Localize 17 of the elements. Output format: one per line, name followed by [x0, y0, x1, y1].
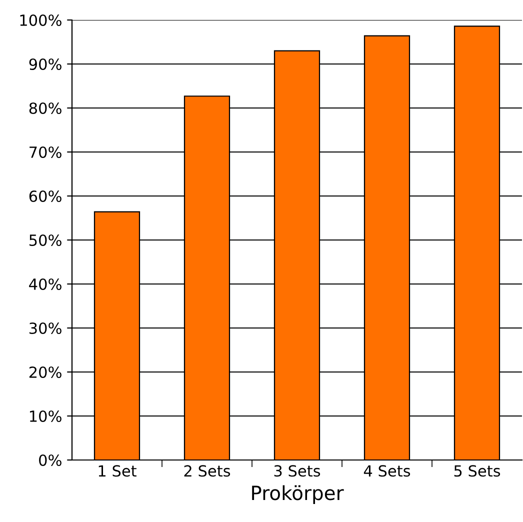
x-tick-label: 5 Sets	[454, 465, 500, 477]
x-tick-label: 2 Sets	[184, 465, 230, 477]
x-axis-title: Prokörper	[252, 485, 344, 504]
y-tick-label: 100%	[20, 14, 62, 26]
y-tick-label: 80%	[29, 102, 62, 114]
y-tick-label: 90%	[29, 58, 62, 70]
x-tick-label: 1 Set	[98, 465, 136, 477]
x-tick-label: 3 Sets	[274, 465, 320, 477]
y-tick-label: 20%	[29, 366, 62, 378]
x-tick-label: 4 Sets	[364, 465, 410, 477]
y-tick-label: 50%	[30, 234, 62, 246]
y-tick-label: 10%	[30, 410, 62, 422]
y-tick-label: 0%	[39, 454, 62, 466]
y-tick-label: 40%	[29, 278, 62, 290]
y-tick-label: 30%	[29, 322, 62, 334]
y-tick-label: 70%	[30, 146, 62, 158]
y-tick-label: 60%	[29, 190, 62, 202]
